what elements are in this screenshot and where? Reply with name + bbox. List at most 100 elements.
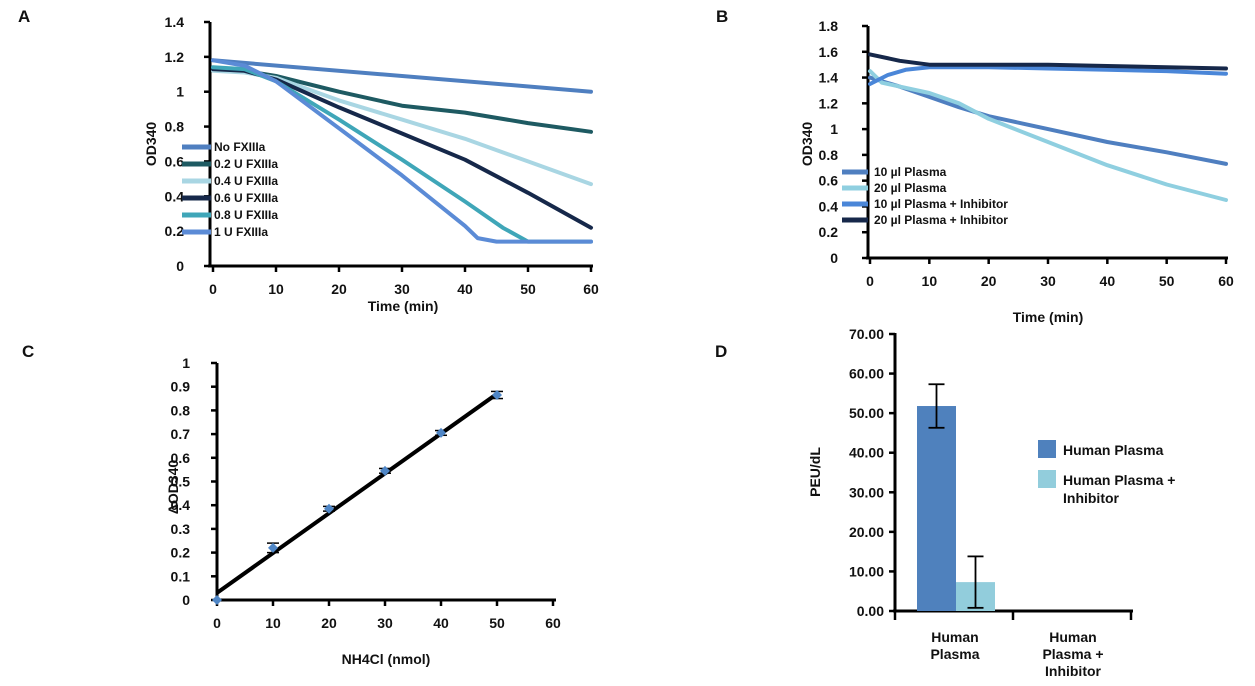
panel-c-y-tick-label: 0.2	[171, 545, 191, 561]
panel-a-y-tick-label: 1.4	[165, 14, 185, 30]
panel-b-x-tick-label: 10	[922, 273, 938, 289]
panel-label-c: C	[22, 342, 34, 361]
panel-d-bar	[917, 406, 956, 611]
panel-d-y-axis-label: PEU/dL	[807, 447, 823, 497]
panel-c-y-tick-label: 0.7	[171, 426, 191, 442]
panel-c-data-point	[492, 389, 502, 400]
panel-d-legend-label: Human Plasma + Inhibitor	[1063, 472, 1175, 506]
panel-d-category-label: Human Plasma + Inhibitor	[1042, 629, 1103, 679]
panel-c-x-tick-label: 10	[265, 615, 281, 631]
panel-b-x-tick-label: 20	[981, 273, 997, 289]
panel-b-legend-label: 20 µl Plasma + Inhibitor	[874, 213, 1008, 227]
panel-a-x-tick-label: 10	[268, 281, 284, 297]
panel-b-x-tick-label: 50	[1159, 273, 1175, 289]
panel-c-x-tick-label: 60	[545, 615, 561, 631]
panel-c-fit-line	[215, 392, 499, 595]
panel-a-series-line	[211, 58, 593, 244]
panel-a-chart: A 0 0.2 0.4 0.6 0.8 1 1.2 1.4 0 10 20 30 40 50 60 No …	[18, 7, 599, 314]
panel-a-legend-label: 1 U FXIIIa	[214, 225, 268, 239]
panel-c-y-axis-label: ΔOD340	[165, 460, 181, 515]
panel-a-legend-label: 0.2 U FXIIIa	[214, 157, 278, 171]
panel-c-data-point	[212, 595, 222, 605]
panel-a-y-tick-label: 0.6	[165, 153, 185, 169]
panel-d-y-tick-label: 20.00	[849, 524, 884, 540]
panel-b-y-tick-label: 1.4	[819, 70, 839, 86]
panel-c-y-tick-label: 0.4	[171, 497, 191, 513]
panel-b-x-axis-label: Time (min)	[1013, 309, 1084, 325]
panel-c-y-tick-label: 0.3	[171, 521, 191, 537]
panel-a-legend-label: No FXIIIa	[214, 140, 266, 154]
panel-b-series-line	[868, 65, 1228, 86]
panel-d-y-tick-label: 40.00	[849, 445, 884, 461]
panel-a-series-line	[211, 65, 593, 244]
panel-c-data-point	[268, 542, 278, 553]
panel-b-y-tick-label: 0.2	[819, 224, 839, 240]
panel-c-data-point	[324, 503, 334, 514]
panel-b-x-tick-label: 40	[1100, 273, 1116, 289]
panel-b-y-tick-label: 1.6	[819, 44, 839, 60]
panel-b-legend-label: 10 µl Plasma	[874, 165, 947, 179]
panel-c-y-tick-label: 0.8	[171, 402, 191, 418]
panel-a-y-tick-label: 0.8	[165, 119, 185, 135]
panel-a-x-tick-label: 40	[457, 281, 473, 297]
panel-b-x-tick-label: 30	[1040, 273, 1056, 289]
panel-b-y-tick-label: 0.8	[819, 147, 839, 163]
panel-d-y-tick-label: 60.00	[849, 366, 884, 382]
panel-d-y-tick-label: 10.00	[849, 563, 884, 579]
panel-b-y-tick-label: 0	[830, 250, 838, 266]
panel-c-x-tick-label: 0	[213, 615, 221, 631]
panel-a-series-line	[211, 58, 593, 94]
panel-b-y-tick-label: 1.8	[819, 18, 839, 34]
panel-d-y-tick-label: 70.00	[849, 326, 884, 342]
panel-a-legend-label: 0.6 U FXIIIa	[214, 191, 278, 205]
panel-a-y-tick-label: 0.4	[165, 188, 185, 204]
panel-c-x-tick-label: 30	[377, 615, 393, 631]
panel-c-x-axis-label: NH4Cl (nmol)	[342, 651, 431, 667]
panel-c-y-tick-label: 1	[182, 355, 190, 371]
panel-d-y-tick-label: 0.00	[857, 603, 884, 619]
panel-c-x-tick-label: 50	[489, 615, 505, 631]
panel-c-y-tick-label: 0.5	[171, 474, 191, 490]
panel-a-x-tick-label: 60	[583, 281, 599, 297]
panel-d-y-tick-label: 50.00	[849, 405, 884, 421]
panel-c-chart: C 0 0.1 0.2 0.3 0.4 0.5 0.6 0.7 0.8 0.9 1 0 10 20 30 4…	[22, 342, 561, 667]
panel-a-y-tick-label: 0	[176, 258, 184, 274]
panel-d-chart: D 0.00 10.00 20.00 30.00 40.00 50.00 60.00 70.0…	[715, 326, 1175, 679]
panel-c-y-tick-label: 0	[182, 592, 190, 608]
panel-c-x-tick-label: 20	[321, 615, 337, 631]
panel-label-a: A	[18, 7, 30, 26]
panel-b-x-tick-label: 60	[1218, 273, 1234, 289]
panel-c-y-tick-label: 0.1	[171, 568, 191, 584]
panel-b-x-tick-label: 0	[866, 273, 874, 289]
panel-a-x-tick-label: 50	[520, 281, 536, 297]
panel-b-y-tick-label: 1.2	[819, 95, 839, 111]
panel-label-d: D	[715, 342, 727, 361]
panel-c-data-point	[380, 465, 390, 476]
panel-a-legend-label: 0.4 U FXIIIa	[214, 174, 278, 188]
panel-label-b: B	[716, 7, 728, 26]
panel-a-x-tick-label: 0	[209, 281, 217, 297]
panel-a-y-tick-label: 1	[176, 84, 184, 100]
panel-a-legend-label: 0.8 U FXIIIa	[214, 208, 278, 222]
panel-c-x-tick-label: 40	[433, 615, 449, 631]
panel-b-series-line	[868, 69, 1228, 202]
panel-c-y-tick-label: 0.9	[171, 379, 191, 395]
panel-d-legend-swatch	[1038, 470, 1056, 488]
panel-b-legend-label: 10 µl Plasma + Inhibitor	[874, 197, 1008, 211]
panel-b-y-axis-label: OD340	[799, 122, 815, 167]
panel-a-y-tick-label: 1.2	[165, 49, 185, 65]
panel-b-y-tick-label: 0.4	[819, 198, 839, 214]
panel-a-y-axis-label: OD340	[143, 122, 159, 167]
panel-a-y-tick-label: 0.2	[165, 223, 185, 239]
panel-c-data-point	[436, 427, 446, 438]
panel-b-chart: B 0 0.2 0.4 0.6 0.8 1 1.2 1.4 1.6 1.8 0 10 20 30 40 50…	[716, 7, 1234, 325]
panel-a-x-axis-label: Time (min)	[368, 298, 439, 314]
panel-d-legend-label: Human Plasma	[1063, 442, 1164, 458]
panel-b-legend-label: 20 µl Plasma	[874, 181, 947, 195]
panel-d-legend-swatch	[1038, 440, 1056, 458]
panel-d-y-tick-label: 30.00	[849, 484, 884, 500]
panel-c-y-tick-label: 0.6	[171, 450, 191, 466]
panel-b-series-line	[868, 52, 1228, 71]
panel-a-x-tick-label: 20	[331, 281, 347, 297]
